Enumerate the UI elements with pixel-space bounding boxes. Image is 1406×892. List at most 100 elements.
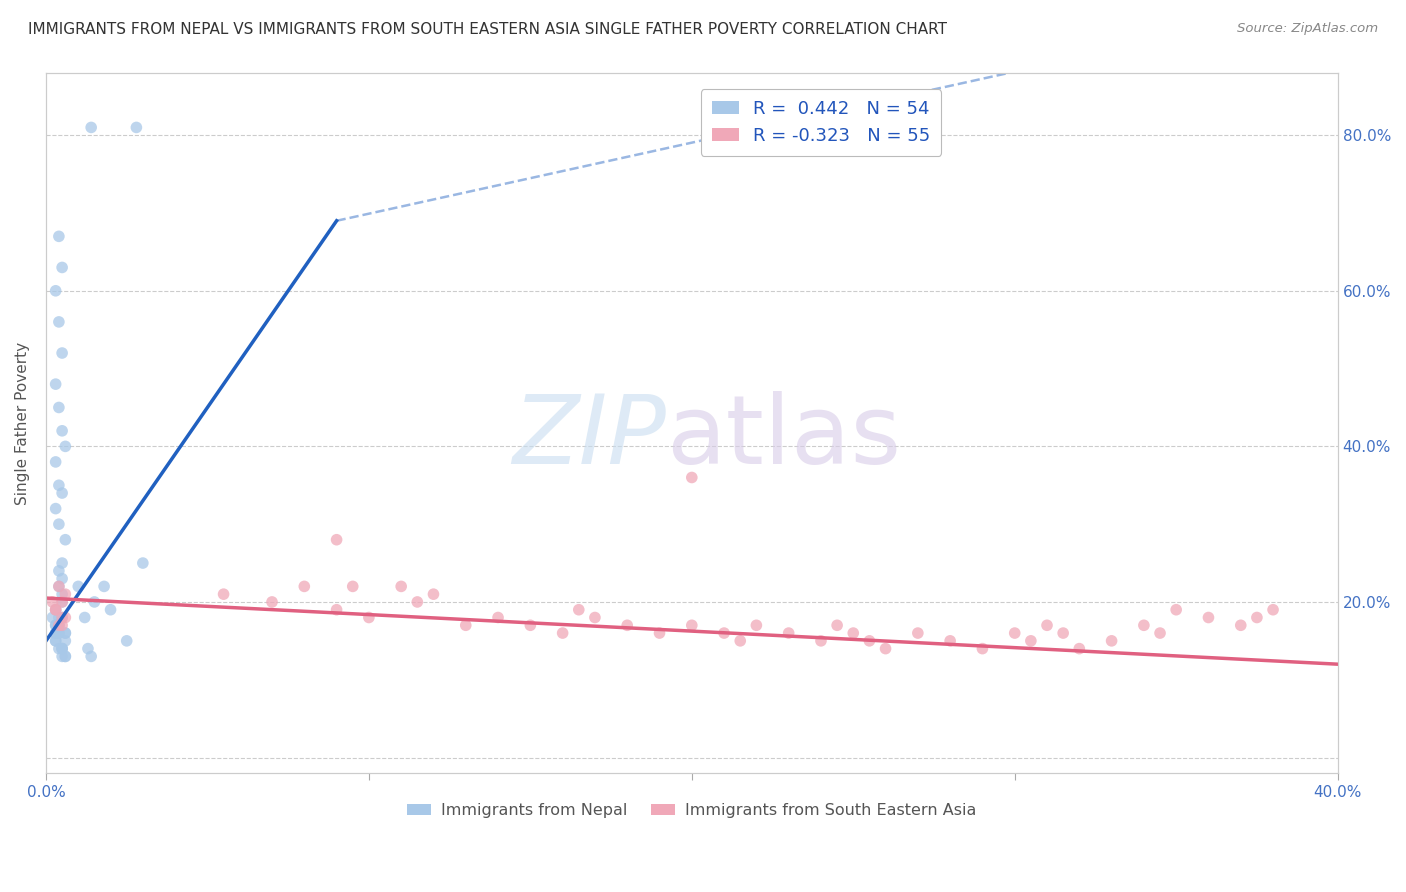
Point [1229,618,1251,632]
Point [45,603,67,617]
Text: atlas: atlas [666,391,901,483]
Point [681,470,703,484]
Point [51,572,73,586]
Y-axis label: Single Father Poverty: Single Father Poverty [15,342,30,505]
Point [858,633,880,648]
Point [45,377,67,392]
Point [53,633,76,648]
Point [48,626,70,640]
Point [48,641,70,656]
Point [406,595,429,609]
Point [115,633,138,648]
Point [519,618,541,632]
Point [51,641,73,656]
Point [77,641,100,656]
Point [45,618,67,632]
Point [48,579,70,593]
Point [45,633,67,648]
Point [551,626,574,640]
Point [73,610,96,624]
Point [583,610,606,624]
Point [325,603,347,617]
Point [53,587,76,601]
Point [51,595,73,609]
Point [875,641,897,656]
Point [51,260,73,275]
Point [825,618,848,632]
Point [48,618,70,632]
Point [48,564,70,578]
Point [422,587,444,601]
Point [713,626,735,640]
Point [48,478,70,492]
Text: ZIP: ZIP [512,391,666,483]
Point [45,284,67,298]
Point [53,649,76,664]
Point [51,641,73,656]
Point [51,610,73,624]
Point [48,517,70,532]
Point [132,556,155,570]
Point [1133,618,1156,632]
Point [616,618,638,632]
Point [810,633,832,648]
Point [778,626,800,640]
Point [1101,633,1123,648]
Point [41,595,63,609]
Point [568,603,591,617]
Point [53,610,76,624]
Point [51,424,73,438]
Point [1166,603,1188,617]
Point [48,401,70,415]
Point [48,626,70,640]
Point [80,120,103,135]
Point [45,633,67,648]
Point [83,595,105,609]
Point [48,618,70,632]
Point [1198,610,1220,624]
Point [1149,626,1171,640]
Point [93,579,115,593]
Point [260,595,283,609]
Point [325,533,347,547]
Point [48,315,70,329]
Point [51,641,73,656]
Point [972,641,994,656]
Point [648,626,671,640]
Point [486,610,509,624]
Point [67,579,90,593]
Point [389,579,412,593]
Point [45,455,67,469]
Point [53,649,76,664]
Point [51,587,73,601]
Text: Source: ZipAtlas.com: Source: ZipAtlas.com [1237,22,1378,36]
Text: IMMIGRANTS FROM NEPAL VS IMMIGRANTS FROM SOUTH EASTERN ASIA SINGLE FATHER POVERT: IMMIGRANTS FROM NEPAL VS IMMIGRANTS FROM… [28,22,948,37]
Point [1261,603,1284,617]
Point [342,579,364,593]
Point [48,229,70,244]
Point [454,618,477,632]
Point [45,626,67,640]
Point [41,610,63,624]
Point [45,603,67,617]
Point [45,618,67,632]
Point [842,626,865,640]
Point [745,618,768,632]
Point [1246,610,1268,624]
Point [51,618,73,632]
Point [1036,618,1059,632]
Point [51,556,73,570]
Point [728,633,751,648]
Point [51,649,73,664]
Point [53,626,76,640]
Point [51,595,73,609]
Point [907,626,929,640]
Legend: Immigrants from Nepal, Immigrants from South Eastern Asia: Immigrants from Nepal, Immigrants from S… [401,797,983,824]
Point [53,533,76,547]
Point [48,610,70,624]
Point [939,633,962,648]
Point [45,626,67,640]
Point [48,618,70,632]
Point [45,501,67,516]
Point [1069,641,1091,656]
